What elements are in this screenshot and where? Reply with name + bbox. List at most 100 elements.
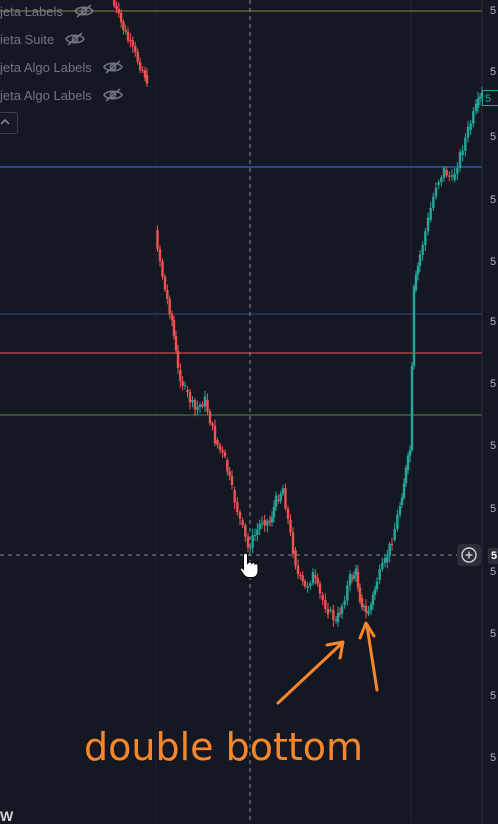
candle-body xyxy=(464,137,467,151)
add-alert-button[interactable] xyxy=(457,544,481,566)
candle-body xyxy=(393,529,396,540)
candle-body xyxy=(381,563,384,570)
candle-body xyxy=(478,96,482,99)
legend-item[interactable]: jeta Algo Labels xyxy=(0,84,124,106)
candle-body xyxy=(141,69,144,71)
candle-body xyxy=(378,569,381,580)
eye-off-icon[interactable] xyxy=(73,3,95,19)
price-tick-label: 5 xyxy=(490,628,497,640)
candle-body xyxy=(183,385,187,387)
candle-body xyxy=(284,488,287,509)
candle-body xyxy=(241,520,244,526)
price-tick-label: 5 xyxy=(490,316,497,328)
candle-body xyxy=(289,520,292,533)
candle-body xyxy=(134,46,137,52)
candle-body xyxy=(408,450,412,456)
price-tick-label: 5 xyxy=(490,5,497,17)
candle-body xyxy=(256,529,259,535)
candle-body xyxy=(119,12,123,22)
candle-body xyxy=(299,575,302,576)
arrow-icon xyxy=(276,640,345,705)
candle-body xyxy=(375,581,379,590)
candle-body xyxy=(390,544,394,546)
candle-body xyxy=(268,520,272,523)
legend-item[interactable]: ieta Suite xyxy=(0,28,86,50)
candle-body xyxy=(338,612,342,614)
legend-item[interactable]: jeta Labels xyxy=(0,0,95,22)
candle-body xyxy=(356,572,360,588)
candle-body xyxy=(429,207,432,220)
candle-body xyxy=(303,581,307,587)
price-tick-label: 5 xyxy=(490,378,497,390)
candle-body xyxy=(474,103,478,112)
candle-body xyxy=(181,381,184,386)
candle-body xyxy=(233,490,236,503)
legend-collapse-button[interactable] xyxy=(0,112,18,134)
candle-body xyxy=(340,605,344,614)
candle-body xyxy=(166,290,169,300)
crosshair-price-label: 5 xyxy=(488,548,498,564)
candle-body xyxy=(388,544,391,557)
price-tick-label: 5 xyxy=(490,503,497,515)
eye-off-icon[interactable] xyxy=(102,59,124,75)
candle-body xyxy=(168,299,171,315)
candle-body xyxy=(272,506,276,518)
candle-body xyxy=(176,350,180,368)
last-price-label: 5 xyxy=(482,90,498,106)
price-tick-label: 5 xyxy=(490,256,497,268)
candle-body xyxy=(358,587,362,602)
candle-body xyxy=(260,522,264,525)
eye-off-icon[interactable] xyxy=(102,87,124,103)
candle-body xyxy=(156,230,159,249)
candle-body xyxy=(318,583,322,594)
candle-body xyxy=(343,600,346,605)
price-tick-label: 5 xyxy=(490,690,497,702)
price-tick-label: 5 xyxy=(490,440,497,452)
legend-item[interactable]: jeta Algo Labels xyxy=(0,56,124,78)
candle-body xyxy=(369,604,373,611)
candle-body xyxy=(367,610,370,614)
candle-body xyxy=(193,400,197,410)
candle-body xyxy=(136,51,139,62)
legend-item-label: jeta Algo Labels xyxy=(0,87,92,103)
candle-body xyxy=(448,175,451,177)
candle-body xyxy=(396,514,399,530)
candle-body xyxy=(218,444,222,450)
candle-body xyxy=(321,595,324,600)
candle-body xyxy=(216,440,219,445)
candle-body xyxy=(158,248,162,262)
candle-body xyxy=(143,70,147,78)
eye-off-icon[interactable] xyxy=(64,31,86,47)
candle-body xyxy=(124,30,127,32)
candle-body xyxy=(432,196,435,208)
candle-body xyxy=(266,520,269,526)
candle-body xyxy=(115,5,118,9)
candle-body xyxy=(279,493,282,501)
candle-body xyxy=(414,274,418,290)
double-bottom-annotation: double bottom xyxy=(84,725,364,769)
candle-body xyxy=(211,423,214,426)
candle-body xyxy=(472,111,475,124)
candle-body xyxy=(461,150,464,155)
candle-body xyxy=(453,173,456,180)
candle-body xyxy=(131,40,135,47)
candle-body xyxy=(426,217,430,232)
candle-body xyxy=(458,152,462,168)
candle-body xyxy=(424,231,427,246)
candle-body xyxy=(450,175,454,177)
candle-body xyxy=(203,396,207,407)
candle-body xyxy=(336,612,340,622)
candle-body xyxy=(306,586,309,588)
candle-body xyxy=(230,476,234,486)
candle-body xyxy=(456,167,459,174)
candle-body xyxy=(371,594,375,605)
candle-body xyxy=(263,520,266,526)
plus-circle-icon xyxy=(461,547,477,563)
candle-body xyxy=(206,400,209,412)
candle-body xyxy=(281,488,285,494)
candle-body xyxy=(186,390,189,393)
candle-body xyxy=(324,599,327,609)
candle-body xyxy=(326,608,330,615)
